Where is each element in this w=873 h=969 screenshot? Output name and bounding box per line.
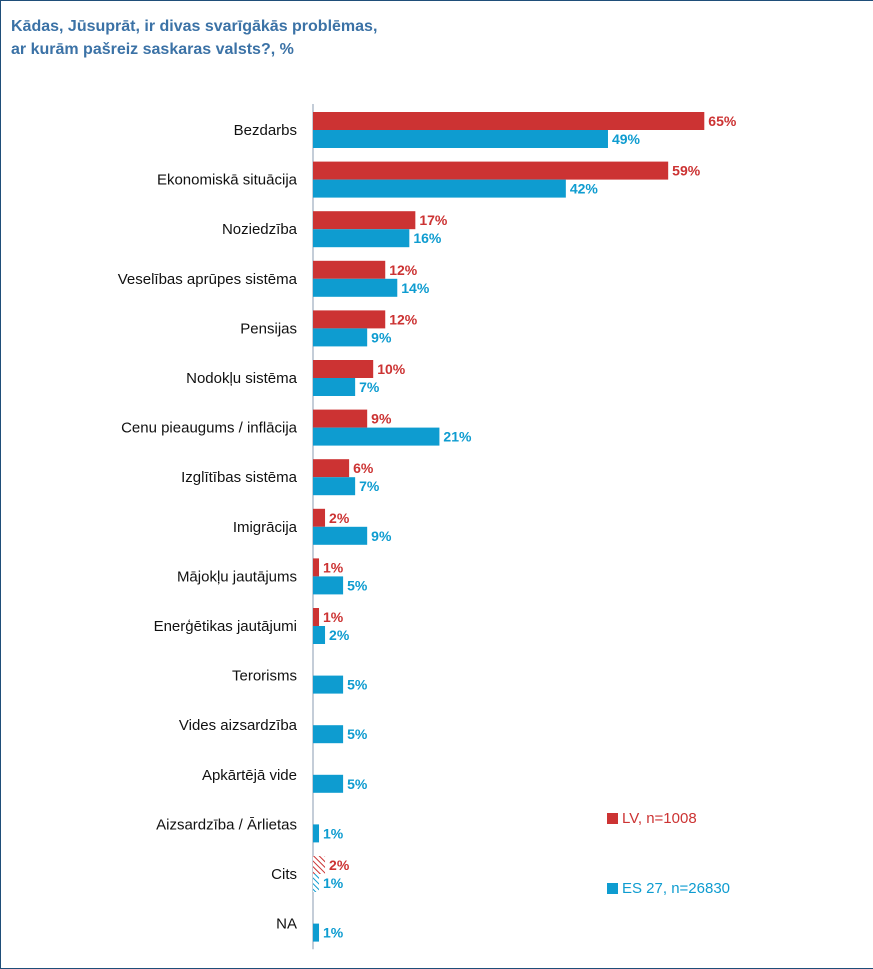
value-label-es27-na: 1% <box>323 925 344 941</box>
category-label-izglitibas-sistema: Izglītības sistēma <box>181 469 298 486</box>
value-label-es27-izglitibas-sistema: 7% <box>359 478 380 494</box>
bar-es27-ekonomiska-situacija <box>313 179 566 198</box>
category-label-terorisms: Terorisms <box>232 668 297 685</box>
legend-swatch-lv <box>607 813 618 824</box>
bar-lv-izglitibas-sistema <box>313 459 350 478</box>
value-label-lv-nodoklu-sistema: 10% <box>377 361 406 377</box>
value-label-es27-noziedziba: 16% <box>413 230 442 246</box>
bar-es27-energetikas-jautajumi <box>313 626 326 644</box>
legend-swatch-es27 <box>607 883 618 894</box>
category-label-aizsardziba-arlietas: Aizsardzība / Ārlietas <box>156 816 297 833</box>
bar-es27-apkarteja-vide <box>313 774 344 793</box>
value-label-es27-cits: 1% <box>323 875 344 891</box>
category-label-energetikas-jautajumi: Enerģētikas jautājumi <box>154 618 297 635</box>
bar-es27-cenu-pieaugums-inflacija <box>313 427 440 446</box>
value-label-es27-energetikas-jautajumi: 2% <box>329 627 350 643</box>
bar-lv-pensijas <box>313 310 386 329</box>
bar-lv-energetikas-jautajumi <box>313 608 320 626</box>
value-label-lv-imigracija: 2% <box>329 510 350 526</box>
bar-es27-bezdarbs <box>313 130 608 148</box>
bar-es27-nodoklu-sistema <box>313 378 356 396</box>
bar-lv-cenu-pieaugums-inflacija <box>313 409 368 428</box>
chart-title: Kādas, Jūsuprāt, ir divas svarīgākās pro… <box>11 15 377 61</box>
bar-lv-noziedziba <box>313 211 416 230</box>
bar-es27-majoklu-jautajums <box>313 576 344 595</box>
value-label-es27-majoklu-jautajums: 5% <box>347 577 368 593</box>
category-label-na: NA <box>276 916 297 933</box>
category-label-pensijas: Pensijas <box>240 320 297 337</box>
value-label-lv-noziedziba: 17% <box>419 212 448 228</box>
value-label-es27-ekonomiska-situacija: 42% <box>570 181 599 197</box>
bar-es27-pensijas <box>313 328 368 347</box>
value-label-es27-bezdarbs: 49% <box>612 131 641 147</box>
value-label-es27-apkarteja-vide: 5% <box>347 776 368 792</box>
bar-es27-vides-aizsardziba <box>313 725 344 744</box>
legend-item-lv: LV, n=1008 <box>607 810 697 827</box>
value-label-es27-imigracija: 9% <box>371 528 392 544</box>
category-label-cenu-pieaugums-inflacija: Cenu pieaugums / inflācija <box>121 420 298 437</box>
value-label-es27-pensijas: 9% <box>371 329 392 345</box>
bar-lv-cits <box>313 856 326 874</box>
bar-es27-noziedziba <box>313 229 410 248</box>
legend-item-es27: ES 27, n=26830 <box>607 880 730 897</box>
bar-es27-izglitibas-sistema <box>313 477 356 496</box>
category-label-nodoklu-sistema: Nodokļu sistēma <box>186 370 298 387</box>
value-label-lv-energetikas-jautajumi: 1% <box>323 609 344 625</box>
value-label-lv-veselibas-aprupes-sistema: 12% <box>389 262 418 278</box>
category-label-majoklu-jautajums: Mājokļu jautājums <box>177 568 297 585</box>
bar-es27-imigracija <box>313 526 368 545</box>
legend-label-lv: LV, n=1008 <box>622 810 697 827</box>
value-label-lv-majoklu-jautajums: 1% <box>323 559 344 575</box>
category-label-ekonomiska-situacija: Ekonomiskā situācija <box>157 172 298 189</box>
legend-label-es27: ES 27, n=26830 <box>622 880 731 897</box>
value-label-lv-pensijas: 12% <box>389 311 418 327</box>
value-label-es27-vides-aizsardziba: 5% <box>347 726 368 742</box>
bar-es27-terorisms <box>313 675 344 694</box>
bar-lv-imigracija <box>313 508 326 527</box>
bar-es27-aizsardziba-arlietas <box>313 824 320 843</box>
value-label-es27-cenu-pieaugums-inflacija: 21% <box>443 429 472 445</box>
value-label-lv-cits: 2% <box>329 857 350 873</box>
bar-lv-bezdarbs <box>313 112 705 130</box>
category-label-vides-aizsardziba: Vides aizsardzība <box>179 717 298 734</box>
category-label-cits: Cits <box>271 866 297 883</box>
bar-es27-cits <box>313 874 320 892</box>
bar-lv-ekonomiska-situacija <box>313 161 669 180</box>
chart-title-line-2: ar kurām pašreiz saskaras valsts?, % <box>11 41 294 58</box>
category-label-imigracija: Imigrācija <box>233 519 298 536</box>
bar-lv-veselibas-aprupes-sistema <box>313 260 386 279</box>
value-label-lv-bezdarbs: 65% <box>708 113 737 129</box>
category-label-veselibas-aprupes-sistema: Veselības aprūpes sistēma <box>118 271 298 288</box>
bar-es27-veselibas-aprupes-sistema <box>313 278 398 297</box>
value-label-es27-veselibas-aprupes-sistema: 14% <box>401 280 430 296</box>
bar-lv-nodoklu-sistema <box>313 360 374 378</box>
bar-lv-majoklu-jautajums <box>313 558 320 577</box>
chart-title-line-1: Kādas, Jūsuprāt, ir divas svarīgākās pro… <box>11 18 378 35</box>
value-label-es27-aizsardziba-arlietas: 1% <box>323 825 344 841</box>
category-label-noziedziba: Noziedzība <box>222 221 298 238</box>
category-label-apkarteja-vide: Apkārtējā vide <box>202 767 297 784</box>
value-label-lv-izglitibas-sistema: 6% <box>353 460 374 476</box>
value-label-lv-ekonomiska-situacija: 59% <box>672 163 701 179</box>
category-label-bezdarbs: Bezdarbs <box>234 122 297 139</box>
value-label-es27-terorisms: 5% <box>347 677 368 693</box>
bar-es27-na <box>313 923 320 942</box>
value-label-es27-nodoklu-sistema: 7% <box>359 379 380 395</box>
value-label-lv-cenu-pieaugums-inflacija: 9% <box>371 411 392 427</box>
